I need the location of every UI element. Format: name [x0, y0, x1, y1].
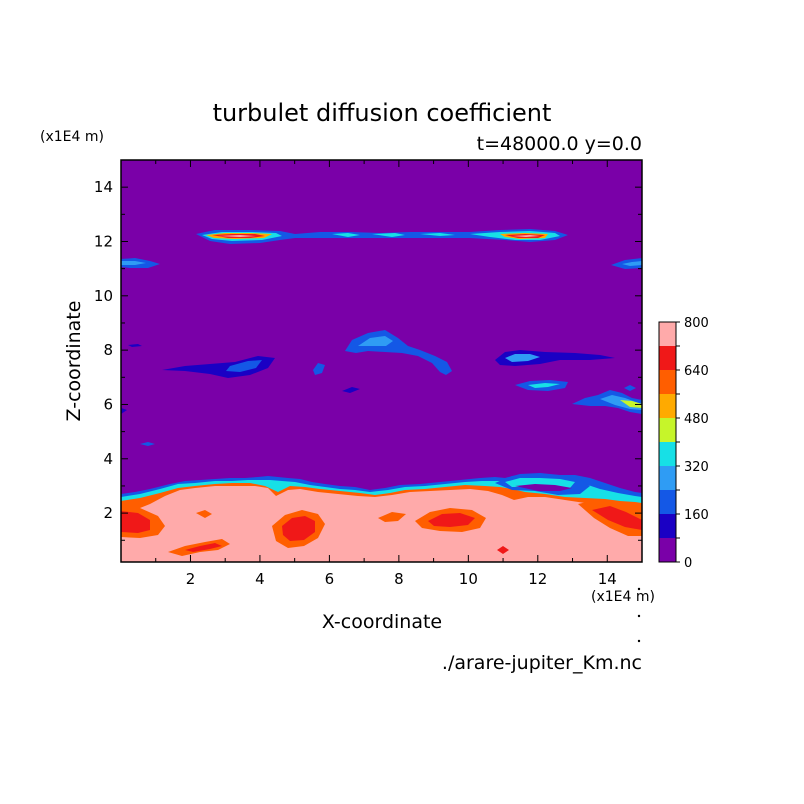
left-edge-small-4 [140, 442, 155, 446]
upper-layer-yellow [206, 233, 548, 239]
y-tick-label: 10 [94, 287, 113, 305]
x-tick-label: 2 [186, 570, 196, 588]
right-edge-cloud-core [620, 400, 642, 408]
y-tick-label: 12 [94, 232, 113, 250]
tiny-streak-left [128, 344, 142, 347]
colorbar-tick-label: 320 [684, 460, 709, 475]
warm-patch-center-right-core [428, 513, 475, 527]
source-file-label: ./arare-jupiter_Km.nc [442, 652, 642, 674]
right-edge-cloud [572, 390, 642, 414]
warm-patch-bottom-left-core [185, 543, 222, 552]
colorbar-segment [659, 322, 676, 346]
mid-plume-core [358, 336, 393, 346]
y-tick-label: 2 [103, 504, 113, 522]
upper-layer-cyan [202, 231, 560, 241]
colorbar-segment [659, 442, 676, 466]
y-tick-label: 4 [103, 450, 113, 468]
band-top-purple-hole [515, 484, 572, 491]
right-mid-streak-core [505, 354, 540, 362]
y-tick-label: 6 [103, 395, 113, 413]
contour-field [121, 160, 642, 562]
left-mid-streak-core [226, 360, 262, 372]
warm-patch-small-center [378, 512, 406, 522]
marker-dot [637, 587, 641, 591]
warm-patch-right-core [592, 506, 642, 530]
x-tick-label: 14 [598, 570, 617, 588]
right-edge-dot [624, 385, 636, 391]
upper-layer-blue [196, 229, 568, 244]
warm-patch-small-left [196, 510, 212, 518]
x-tick-label: 4 [255, 570, 265, 588]
x-tick-label: 6 [325, 570, 335, 588]
warm-patch-left-edge-core [121, 511, 150, 533]
plot-frame [120, 159, 643, 563]
warm-patch-dot [497, 546, 509, 554]
x-unit-label: (x1E4 m) [591, 589, 655, 605]
marker-dot [637, 639, 641, 643]
colorbar-tick-label: 480 [684, 412, 709, 427]
colorbar-segment [659, 466, 676, 490]
x-axis-label: X-coordinate [322, 611, 442, 633]
x-tick-label: 8 [394, 570, 404, 588]
upper-layer-red [212, 234, 545, 238]
y-axis: 2 4 6 8 10 12 14 [94, 178, 642, 541]
y-tick-label: 14 [94, 178, 113, 196]
colorbar-tick-label: 640 [684, 364, 709, 379]
left-edge-lobe-core [121, 261, 146, 265]
x-tick-label: 12 [528, 570, 547, 588]
right-edge-lobe-core [622, 261, 642, 266]
colorbar-tick-label: 0 [684, 556, 692, 571]
chart-subtitle: t=48000.0 y=0.0 [477, 133, 642, 155]
colorbar-tick-label: 160 [684, 508, 709, 523]
colorbar-segment [659, 490, 676, 514]
warm-patch-center-left-core [282, 516, 315, 541]
mid-dot-left [313, 363, 325, 375]
band-fill-high [121, 486, 642, 562]
colorbar-segment [659, 538, 676, 562]
mid-dot-tiny [342, 387, 360, 393]
y-tick-label: 8 [103, 341, 113, 359]
colorbar-segment [659, 394, 676, 418]
right-mid-patch-core [528, 383, 560, 388]
colorbar: 0 160 320 480 640 800 [658, 316, 709, 571]
x-tick-label: 10 [459, 570, 478, 588]
y-axis-label: Z-coordinate [63, 301, 85, 422]
colorbar-segment [659, 418, 676, 442]
colorbar-tick-label: 800 [684, 316, 709, 331]
surface-band [121, 473, 642, 562]
y-unit-label: (x1E4 m) [40, 129, 104, 145]
x-axis: 2 4 6 8 10 12 14 [155, 160, 617, 588]
marker-dot [637, 614, 641, 618]
colorbar-segment [659, 346, 676, 370]
chart-title: turbulet diffusion coefficient [213, 99, 552, 127]
left-edge-small-6 [121, 408, 127, 414]
colorbar-segment [659, 514, 676, 538]
upper-layer [196, 229, 568, 244]
colorbar-segment [659, 370, 676, 394]
